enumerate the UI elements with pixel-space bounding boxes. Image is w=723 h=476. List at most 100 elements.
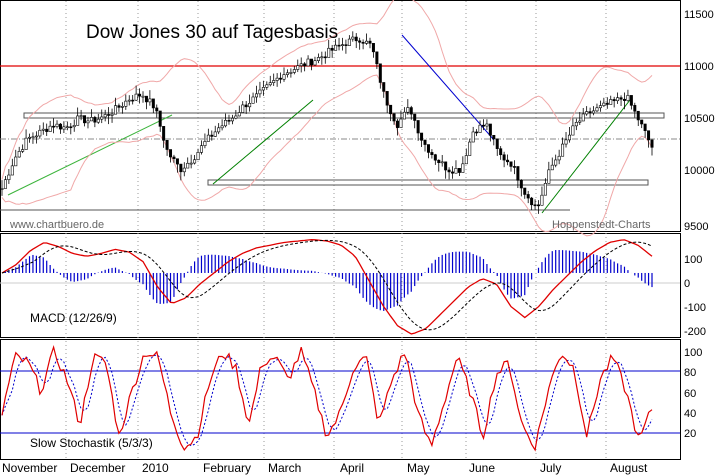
price-bar (543, 183, 547, 196)
price-bar (96, 118, 100, 123)
price-bar (110, 113, 114, 116)
price-bar (375, 51, 379, 65)
macd-line (1, 239, 653, 335)
price-bar (103, 114, 107, 118)
stoch-tick-60: 60 (684, 388, 696, 400)
price-bar (265, 84, 269, 88)
price-bar (313, 60, 317, 66)
price-bar (45, 128, 49, 132)
price-bar (31, 136, 35, 139)
x-label-july: July (540, 461, 561, 475)
price-bar (365, 40, 369, 44)
price-bar (409, 107, 413, 115)
price-bar (279, 77, 283, 80)
x-label-april: April (340, 461, 364, 475)
price-bar (420, 132, 424, 141)
price-bar (454, 168, 458, 174)
price-bar (396, 120, 400, 128)
price-bar (158, 110, 162, 127)
price-bar (423, 140, 427, 145)
price-bar (182, 167, 186, 173)
stoch-d-line (1, 354, 653, 447)
price-bar (512, 166, 516, 168)
price-bar (124, 100, 128, 107)
price-bar (55, 123, 59, 127)
price-bar (282, 74, 286, 80)
price-bar (172, 156, 176, 160)
price-bar (595, 107, 599, 112)
support-zone-2 (207, 179, 649, 186)
price-bar (588, 111, 592, 114)
stoch-tick-20: 20 (684, 428, 696, 440)
price-bar (598, 105, 602, 109)
x-label-2010: 2010 (142, 461, 169, 475)
price-bar (457, 168, 461, 173)
price-bar (585, 111, 589, 115)
price-bar (464, 155, 468, 165)
price-bar (468, 141, 472, 156)
price-bar (351, 36, 355, 40)
price-bar (592, 110, 596, 114)
price-bar (41, 128, 45, 131)
price-bar (647, 130, 651, 141)
price-bar (533, 204, 537, 207)
trend-line-green-2 (212, 99, 314, 185)
price-bar (251, 96, 255, 104)
price-bar (62, 126, 66, 130)
price-bar (237, 112, 241, 117)
price-bar (550, 164, 554, 171)
price-bar (113, 105, 117, 115)
price-bar (258, 89, 262, 95)
price-bar (361, 41, 365, 44)
x-label-may: May (407, 461, 430, 475)
price-bar (148, 98, 152, 103)
price-bar (506, 159, 510, 163)
bollinger-lower (1, 74, 653, 237)
price-bar (461, 163, 465, 173)
price-bar (48, 125, 52, 132)
price-tick-10000: 10000 (684, 165, 715, 177)
price-bar (516, 166, 520, 181)
price-bar (117, 105, 121, 108)
price-bar (131, 99, 135, 102)
price-bar (34, 135, 38, 138)
price-bar (89, 117, 93, 122)
price-bar (21, 149, 25, 152)
price-bar (451, 171, 455, 174)
price-bar (241, 104, 245, 113)
price-bar (230, 117, 234, 122)
trend-line-blue (401, 34, 495, 141)
price-bar (368, 40, 372, 44)
price-bar (602, 102, 606, 106)
price-bar (440, 161, 444, 164)
price-bar (217, 127, 221, 133)
price-bar (24, 137, 28, 150)
price-bar (234, 115, 238, 119)
price-bar (65, 126, 69, 129)
price-bar (399, 118, 403, 128)
price-bar (127, 99, 131, 102)
price-bar (155, 107, 159, 112)
price-bar (354, 36, 358, 42)
price-bar (292, 69, 296, 73)
price-bar (100, 116, 104, 120)
price-bar (537, 204, 541, 207)
price-bar (564, 139, 568, 145)
price-bar (93, 117, 97, 123)
price-bar (413, 113, 417, 121)
price-bar (120, 106, 124, 108)
x-label-november: November (2, 461, 57, 475)
month-gridlines (65, 1, 607, 460)
price-bar (358, 40, 362, 43)
macd-y-axis: 100 0 -100 -200 (684, 254, 706, 338)
price-bar (14, 156, 18, 167)
price-tick-11000: 11000 (684, 61, 714, 73)
price-bar (306, 58, 310, 67)
trend-line-green-3 (541, 99, 631, 214)
x-label-february: February (203, 461, 251, 475)
price-chart-title: Dow Jones 30 auf Tagesbasis (86, 22, 338, 43)
price-bar (540, 194, 544, 206)
price-bar (186, 162, 190, 169)
price-bar (248, 102, 252, 108)
stoch-panel-frame (0, 339, 681, 460)
